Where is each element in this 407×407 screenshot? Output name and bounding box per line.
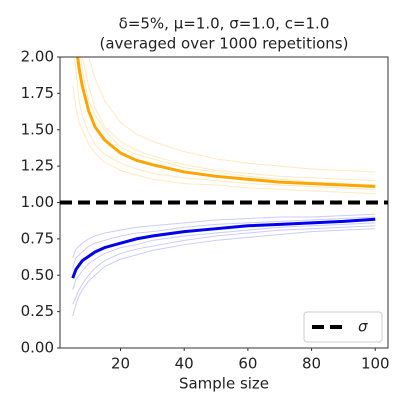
faint-line	[73, 57, 376, 190]
faint-line	[80, 57, 376, 186]
y-tick-label: 0.25	[21, 302, 54, 320]
faint-line	[72, 225, 376, 305]
legend-label: σ	[358, 318, 368, 336]
y-tick-label: 2.00	[21, 48, 54, 66]
faint-line	[72, 228, 376, 317]
faint-line	[72, 222, 376, 290]
faint-line	[81, 57, 376, 182]
faint-line	[72, 213, 376, 258]
x-tick-label: 80	[302, 355, 321, 373]
x-axis-label: Sample size	[179, 375, 269, 393]
y-tick-label: 0.00	[21, 339, 54, 357]
chart-title: δ=5%, μ=1.0, σ=1.0, c=1.0	[119, 15, 330, 33]
faint-line	[72, 86, 376, 195]
y-tick-label: 1.50	[21, 120, 54, 138]
y-tick-label: 1.75	[21, 84, 54, 102]
plot-area	[71, 57, 376, 317]
y-tick-label: 1.00	[21, 193, 54, 211]
mean-line	[76, 57, 376, 188]
legend-box	[303, 311, 383, 343]
faint-line	[72, 216, 376, 269]
x-tick-label: 20	[111, 355, 130, 373]
y-tick-label: 0.75	[21, 229, 54, 247]
faint-line	[88, 57, 376, 173]
x-tick-label: 40	[175, 355, 194, 373]
x-tick-label: 60	[238, 355, 257, 373]
chart-subtitle: (averaged over 1000 repetitions)	[100, 35, 349, 53]
mean-line	[71, 217, 376, 279]
y-tick-label: 0.50	[21, 266, 54, 284]
x-tick-label: 100	[361, 355, 390, 373]
y-tick-label: 1.25	[21, 157, 54, 175]
